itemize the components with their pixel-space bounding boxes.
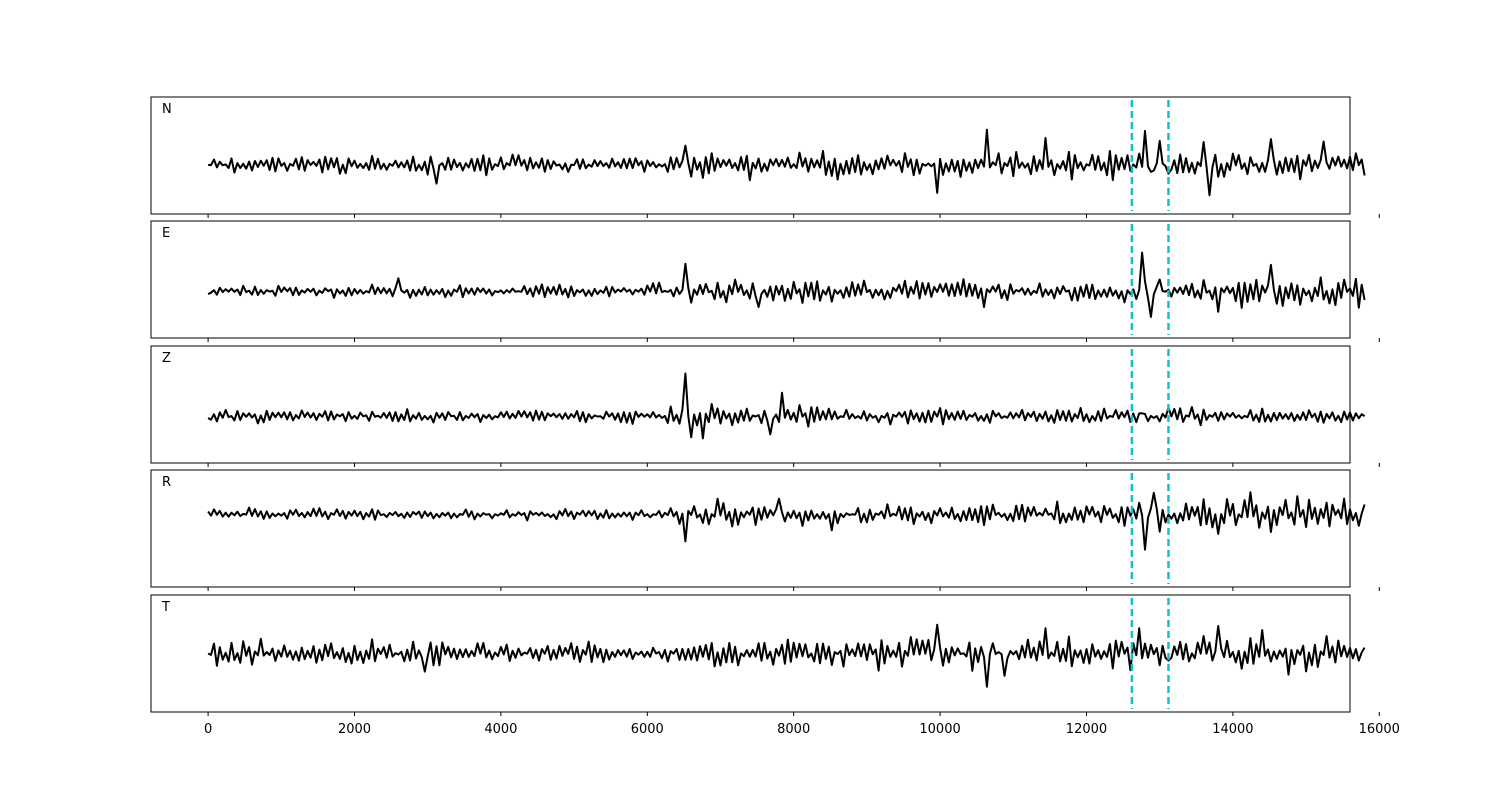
waveform-line bbox=[207, 623, 1366, 688]
panel-frame bbox=[150, 96, 1351, 215]
waveform-line bbox=[208, 128, 1366, 197]
panel-label: T bbox=[161, 600, 170, 615]
trace-panel-n: N bbox=[150, 96, 1380, 218]
panel-label: Z bbox=[162, 351, 171, 366]
waveform-line bbox=[207, 251, 1366, 318]
axes-layer: N E Z R T 0 2000 4000 6000 8000 10000 12000 14000 160… bbox=[150, 96, 1400, 737]
x-tick-label: 4000 bbox=[484, 722, 517, 737]
x-tick-label: 0 bbox=[204, 722, 212, 737]
x-tick-label: 12000 bbox=[1066, 722, 1107, 737]
waveform-line bbox=[207, 372, 1366, 440]
panel-frame bbox=[150, 220, 1351, 339]
x-tick-label: 6000 bbox=[631, 722, 664, 737]
panel-frame bbox=[150, 469, 1351, 588]
trace-panel-z: Z bbox=[150, 345, 1380, 467]
panel-frame bbox=[150, 594, 1351, 713]
trace-panel-e: E bbox=[150, 220, 1380, 342]
panel-label: R bbox=[162, 475, 171, 490]
x-tick-label: 2000 bbox=[338, 722, 371, 737]
x-tick-label: 10000 bbox=[919, 722, 960, 737]
panel-label: E bbox=[162, 226, 170, 241]
x-tick-label: 14000 bbox=[1212, 722, 1253, 737]
x-tick-label: 8000 bbox=[777, 722, 810, 737]
trace-panel-r: R bbox=[150, 469, 1380, 591]
panel-frame bbox=[150, 345, 1351, 464]
panel-label: N bbox=[162, 102, 172, 117]
x-tick-label: 16000 bbox=[1359, 722, 1400, 737]
waveform-line bbox=[207, 491, 1366, 551]
trace-panel-t: T bbox=[150, 594, 1380, 716]
